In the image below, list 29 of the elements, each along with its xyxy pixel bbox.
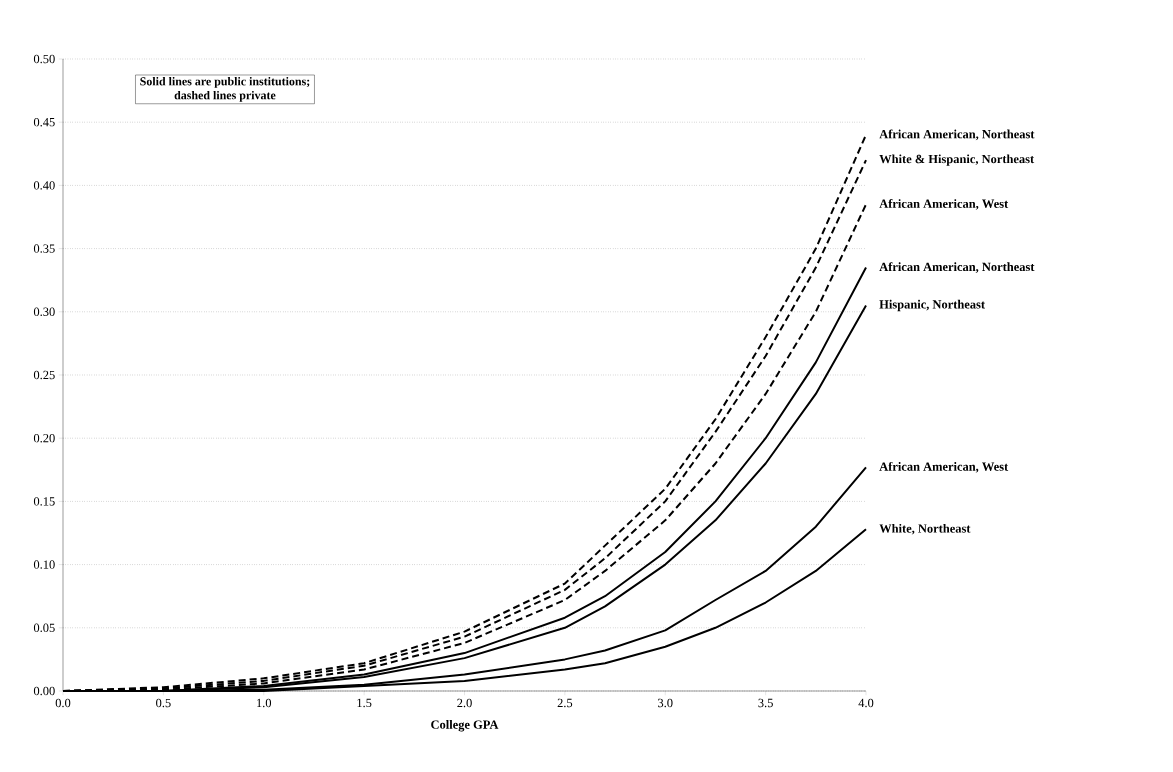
x-tick-label: 1.0 [257,698,272,708]
x-tick-label: 1.5 [357,698,372,708]
annotation: Solid lines are public institutions; dashed lines private [140,76,310,102]
y-tick-label: 0.50 [33,54,55,64]
series-label: African American, West [879,199,1009,210]
series-label: Hispanic, Northeast [879,299,985,312]
x-tick-label: 2.0 [457,698,472,708]
x-tick-label: 3.5 [758,698,773,708]
x-tick-label: 0.0 [55,698,71,708]
x-tick-label: 2.5 [557,698,573,708]
y-tick-label: 0.30 [33,307,55,317]
y-tick-label: 0.00 [33,686,55,696]
y-tick-label: 0.15 [33,497,55,506]
x-tick-label: 0.5 [156,698,171,708]
series-label: African American, Northeast [879,129,1035,141]
series-label: White & Hispanic, Northeast [879,154,1035,166]
y-tick-label: 0.20 [33,433,55,443]
y-tick-label: 0.25 [33,370,55,380]
series-label: White, Northeast [879,523,971,535]
y-tick-label: 0.10 [33,560,55,569]
x-tick-label: 4.0 [858,698,874,708]
y-tick-label: 0.45 [33,117,55,127]
y-tick-label: 0.05 [33,623,55,633]
x-tick-label: 3.0 [658,698,673,708]
y-tick-label: 0.35 [33,244,55,253]
y-tick-label: 0.40 [33,181,55,190]
series-label: African American, West [879,461,1009,473]
x-axis-title: College GPA [431,720,499,732]
series-label: African American, Northeast [879,262,1035,273]
